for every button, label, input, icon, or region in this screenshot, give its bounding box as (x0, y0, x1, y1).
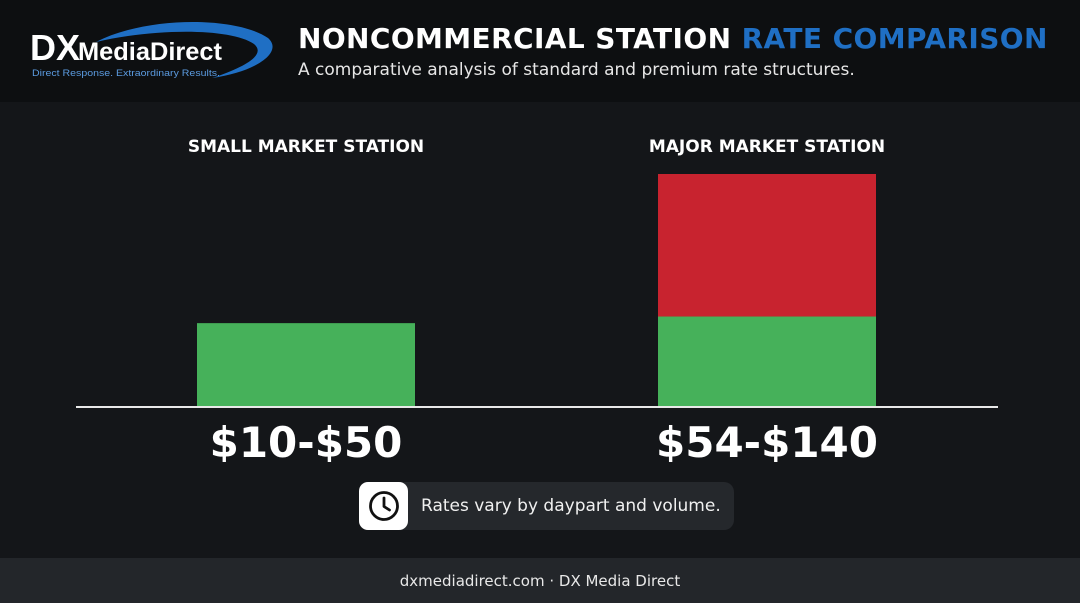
page-title: NONCOMMERCIAL STATION RATE COMPARISON (298, 22, 1048, 55)
header-bar: DX MediaDirect Direct Response. Extraord… (0, 0, 1080, 102)
rate-note: Rates vary by daypart and volume. (359, 482, 734, 530)
range-label-1: $54-$140 (656, 418, 878, 462)
footer-bar: dxmediadirect.com · DX Media Direct (0, 558, 1080, 603)
bar-small-series-0 (197, 323, 415, 406)
logo-dx-text: DX (30, 27, 80, 68)
category-label-0: SMALL MARKET STATION (188, 137, 424, 157)
note-text: Rates vary by daypart and volume. (421, 496, 721, 516)
bar-major-series-0 (658, 316, 876, 406)
brand-logo[interactable]: DX MediaDirect Direct Response. Extraord… (26, 20, 276, 82)
title-main: NONCOMMERCIAL STATION (298, 22, 732, 55)
page-subtitle: A comparative analysis of standard and p… (298, 60, 855, 80)
logo-tagline: Direct Response. Extraordinary Results. (32, 68, 220, 79)
footer-text[interactable]: dxmediadirect.com · DX Media Direct (399, 572, 681, 590)
chart-svg: SMALL MARKET STATION $10-$50 MAJOR MARKET … (76, 137, 998, 462)
rate-chart: SMALL MARKET STATION $10-$50 MAJOR MARKET … (0, 102, 1080, 462)
bar-major-series-1 (658, 174, 876, 317)
title-accent: RATE COMPARISON (741, 22, 1048, 55)
range-label-0: $10-$50 (210, 418, 403, 462)
category-label-1: MAJOR MARKET STATION (649, 137, 885, 157)
clock-icon (359, 482, 408, 530)
logo-name-text: MediaDirect (78, 38, 223, 66)
